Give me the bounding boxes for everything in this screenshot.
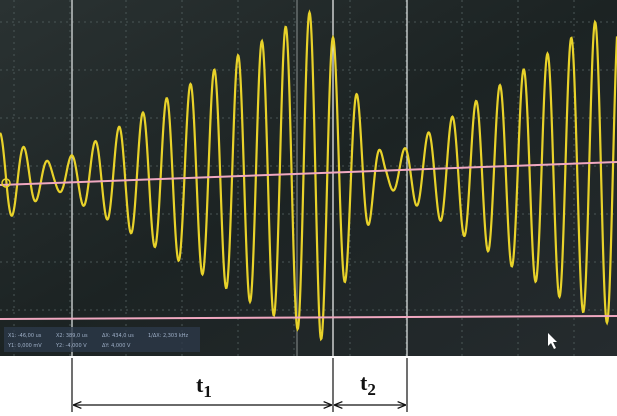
grid [0, 0, 617, 356]
label-subscript: 1 [203, 382, 212, 401]
reference-line [0, 315, 617, 320]
dimension-lines [71, 358, 408, 412]
readout: Y1: 0,000 mV [7, 343, 42, 349]
reference-line [0, 161, 617, 186]
readout: X1: -46,00 us [8, 333, 42, 339]
readout: Y2: -4,000 V [55, 343, 87, 349]
t2-label: t2 [360, 370, 376, 399]
label-letter: t [196, 372, 204, 397]
label-subscript: 2 [367, 380, 376, 399]
label-letter: t [360, 370, 368, 395]
readout-box [4, 327, 200, 352]
readout: ΔY: 4,000 V [102, 343, 131, 349]
readout: ΔX: 434,0 us [102, 333, 134, 339]
waveform [0, 9, 617, 342]
scope-screen [0, 0, 617, 356]
mouse-cursor [548, 333, 557, 349]
t1-label: t1 [196, 372, 212, 401]
channel-marker [1, 178, 11, 188]
readout: X2: 389,0 us [56, 333, 88, 339]
readout: 1/ΔX: 2,303 kHz [148, 333, 189, 339]
